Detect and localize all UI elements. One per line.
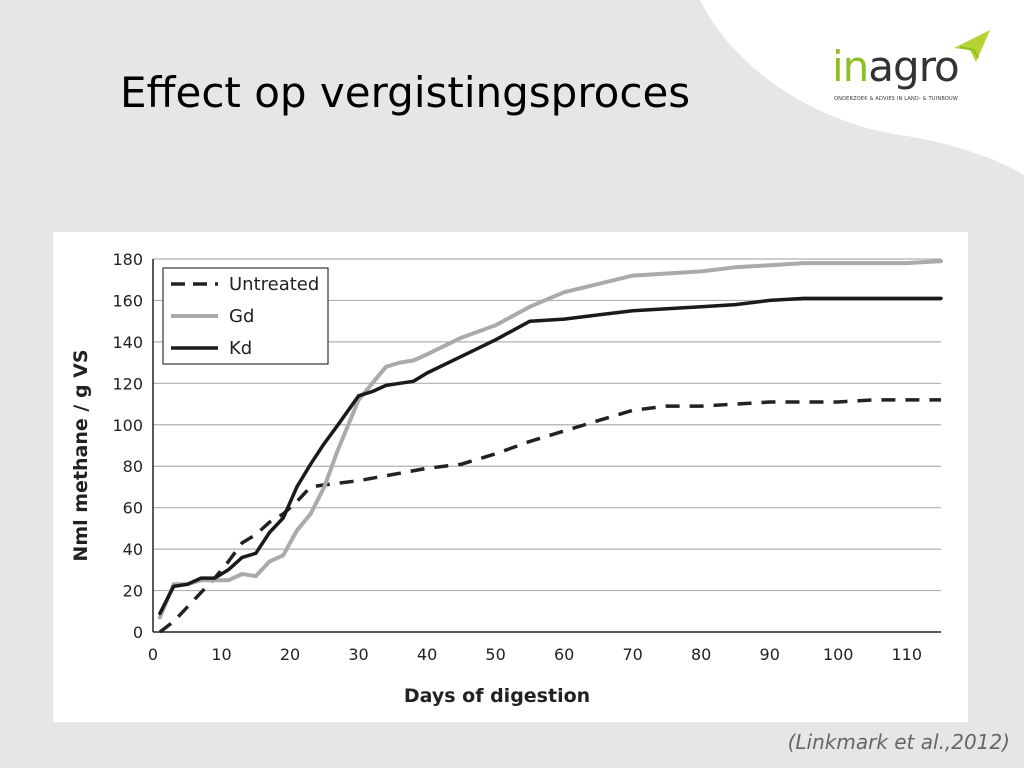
- x-tick-label: 110: [891, 645, 922, 664]
- x-tick-label: 50: [485, 645, 505, 664]
- x-axis-label: Days of digestion: [404, 685, 590, 707]
- axes: 0 20 40 60 80 100 120 140 160 180 0 10 20 30 40 50 60 70 8…: [112, 250, 941, 664]
- logo-wordmark: inagro: [832, 46, 960, 88]
- series-lines: [157, 259, 943, 634]
- series-line-kd: [158, 296, 943, 616]
- slide-title: Effect op vergistingsproces: [120, 68, 691, 117]
- leaf-icon: [954, 30, 990, 62]
- logo-text-agro: agro: [868, 42, 959, 91]
- legend-label-untreated: Untreated: [229, 274, 319, 295]
- y-tick-label: 60: [123, 499, 143, 518]
- y-tick-label: 100: [112, 416, 143, 435]
- y-tick-label: 180: [112, 250, 143, 269]
- chart-legend: Untreated Gd Kd: [162, 267, 329, 365]
- x-tick-label: 100: [823, 645, 854, 664]
- series-line-gd: [157, 259, 943, 620]
- series-line-untreated: [158, 398, 941, 634]
- x-tick-label: 10: [211, 645, 231, 664]
- x-tick-label: 0: [148, 645, 158, 664]
- x-tick-label: 30: [348, 645, 368, 664]
- inagro-logo: inagro ONDERZOEK & ADVIES IN LAND- & TUI…: [828, 24, 998, 108]
- logo-subtitle: ONDERZOEK & ADVIES IN LAND- & TUINBOUW: [834, 96, 959, 102]
- citation: (Linkmark et al.,2012): [787, 730, 1010, 754]
- y-tick-label: 0: [133, 623, 143, 642]
- x-tick-label: 20: [280, 645, 300, 664]
- y-tick-label: 40: [123, 540, 143, 559]
- x-tick-label: 80: [691, 645, 711, 664]
- legend-label-kd: Kd: [229, 338, 252, 359]
- y-tick-label: 120: [112, 374, 143, 393]
- y-axis-label: Nml methane / g VS: [70, 349, 92, 561]
- x-tick-label: 40: [417, 645, 437, 664]
- x-tick-label: 70: [622, 645, 642, 664]
- methane-line-chart: 0 20 40 60 80 100 120 140 160 180 0 10 20 30 40 50 60 70 8…: [70, 250, 943, 707]
- y-tick-label: 140: [112, 333, 143, 352]
- x-tick-label: 90: [760, 645, 780, 664]
- y-tick-label: 20: [123, 582, 143, 601]
- logo-text-in: in: [832, 42, 869, 91]
- legend-label-gd: Gd: [229, 306, 254, 327]
- grid-lines: [153, 258, 941, 592]
- y-tick-label: 80: [123, 457, 143, 476]
- x-tick-label: 60: [554, 645, 574, 664]
- y-tick-label: 160: [112, 291, 143, 310]
- chart-panel: 0 20 40 60 80 100 120 140 160 180 0 10 20 30 40 50 60 70 8…: [53, 232, 968, 722]
